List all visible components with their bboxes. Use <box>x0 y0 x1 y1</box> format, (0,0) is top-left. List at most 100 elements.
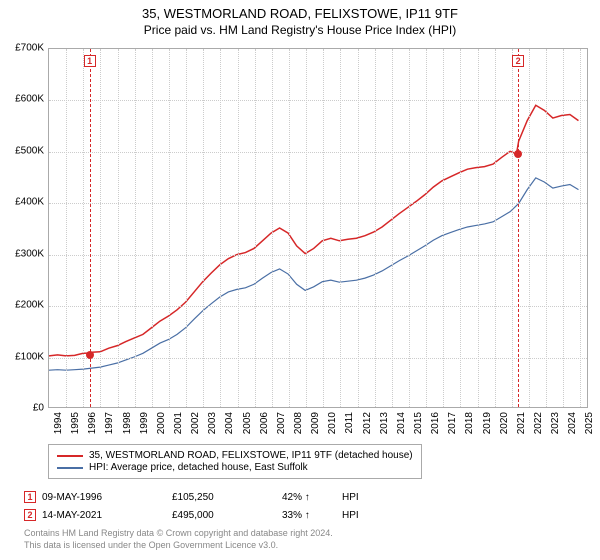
plot-area: 12 <box>48 48 588 408</box>
grid-line-v <box>409 49 410 407</box>
grid-line-v <box>152 49 153 407</box>
grid-line-h <box>49 306 587 307</box>
x-tick-label: 2024 <box>567 412 578 442</box>
x-tick-label: 2019 <box>482 412 493 442</box>
x-tick-label: 2000 <box>156 412 167 442</box>
transaction-pct: 42% ↑ <box>282 492 342 503</box>
grid-line-v <box>118 49 119 407</box>
x-tick-label: 2002 <box>190 412 201 442</box>
marker-box: 2 <box>512 55 524 67</box>
legend-label: 35, WESTMORLAND ROAD, FELIXSTOWE, IP11 9… <box>89 450 413 461</box>
y-tick-label: £700K <box>4 43 44 54</box>
grid-line-v <box>512 49 513 407</box>
transaction-price: £105,250 <box>172 492 282 503</box>
grid-line-v <box>340 49 341 407</box>
y-tick-label: £400K <box>4 197 44 208</box>
grid-line-v <box>323 49 324 407</box>
y-tick-label: £600K <box>4 94 44 105</box>
legend-swatch <box>57 455 83 457</box>
transaction-pct: 33% ↑ <box>282 510 342 521</box>
x-tick-label: 2006 <box>259 412 270 442</box>
x-tick-label: 1997 <box>104 412 115 442</box>
x-tick-label: 2011 <box>344 412 355 442</box>
series-line <box>49 105 578 356</box>
grid-line-v <box>426 49 427 407</box>
grid-line-v <box>289 49 290 407</box>
x-tick-label: 2012 <box>362 412 373 442</box>
grid-line-v <box>169 49 170 407</box>
grid-line-v <box>443 49 444 407</box>
x-tick-label: 2010 <box>327 412 338 442</box>
legend: 35, WESTMORLAND ROAD, FELIXSTOWE, IP11 9… <box>48 444 422 479</box>
transaction-suffix: HPI <box>342 510 402 521</box>
x-tick-label: 2009 <box>310 412 321 442</box>
grid-line-h <box>49 255 587 256</box>
transaction-date: 14-MAY-2021 <box>42 510 172 521</box>
x-tick-label: 2017 <box>447 412 458 442</box>
x-tick-label: 1994 <box>53 412 64 442</box>
grid-line-v <box>186 49 187 407</box>
x-tick-label: 2016 <box>430 412 441 442</box>
x-tick-label: 2015 <box>413 412 424 442</box>
grid-line-v <box>529 49 530 407</box>
x-tick-label: 2022 <box>533 412 544 442</box>
x-tick-label: 2004 <box>224 412 235 442</box>
chart-title-address: 35, WESTMORLAND ROAD, FELIXSTOWE, IP11 9… <box>0 6 600 21</box>
grid-line-v <box>238 49 239 407</box>
grid-line-h <box>49 100 587 101</box>
y-tick-label: £500K <box>4 145 44 156</box>
grid-line-v <box>375 49 376 407</box>
y-tick-label: £100K <box>4 351 44 362</box>
transaction-row: 1 09-MAY-1996 £105,250 42% ↑ HPI <box>24 488 402 506</box>
grid-line-v <box>546 49 547 407</box>
grid-line-v <box>580 49 581 407</box>
marker-box: 1 <box>84 55 96 67</box>
grid-line-v <box>100 49 101 407</box>
legend-item: 35, WESTMORLAND ROAD, FELIXSTOWE, IP11 9… <box>57 450 413 461</box>
x-tick-label: 2003 <box>207 412 218 442</box>
grid-line-v <box>495 49 496 407</box>
grid-line-v <box>392 49 393 407</box>
grid-line-v <box>203 49 204 407</box>
grid-line-v <box>478 49 479 407</box>
x-tick-label: 2001 <box>173 412 184 442</box>
x-tick-label: 1996 <box>87 412 98 442</box>
transaction-date: 09-MAY-1996 <box>42 492 172 503</box>
transaction-row: 2 14-MAY-2021 £495,000 33% ↑ HPI <box>24 506 402 524</box>
x-tick-label: 2014 <box>396 412 407 442</box>
y-tick-label: £300K <box>4 248 44 259</box>
footer-line: This data is licensed under the Open Gov… <box>24 540 333 552</box>
x-tick-label: 2013 <box>379 412 390 442</box>
grid-line-v <box>358 49 359 407</box>
transaction-table: 1 09-MAY-1996 £105,250 42% ↑ HPI 2 14-MA… <box>24 488 402 524</box>
chart-lines <box>49 49 587 407</box>
footer-attribution: Contains HM Land Registry data © Crown c… <box>24 528 333 551</box>
grid-line-h <box>49 358 587 359</box>
x-tick-label: 1995 <box>70 412 81 442</box>
marker-dot <box>514 150 522 158</box>
transaction-marker: 2 <box>24 509 36 521</box>
y-tick-label: £200K <box>4 300 44 311</box>
transaction-suffix: HPI <box>342 492 402 503</box>
grid-line-v <box>255 49 256 407</box>
x-tick-label: 2005 <box>242 412 253 442</box>
grid-line-v <box>272 49 273 407</box>
x-tick-label: 1998 <box>122 412 133 442</box>
x-tick-label: 2018 <box>464 412 475 442</box>
x-tick-label: 2008 <box>293 412 304 442</box>
x-tick-label: 2025 <box>584 412 595 442</box>
series-line <box>49 178 578 370</box>
legend-swatch <box>57 467 83 469</box>
x-tick-label: 2021 <box>516 412 527 442</box>
x-tick-label: 2020 <box>499 412 510 442</box>
marker-dot <box>86 351 94 359</box>
grid-line-v <box>563 49 564 407</box>
grid-line-v <box>66 49 67 407</box>
chart-title-block: 35, WESTMORLAND ROAD, FELIXSTOWE, IP11 9… <box>0 0 600 37</box>
grid-line-v <box>306 49 307 407</box>
x-tick-label: 2023 <box>550 412 561 442</box>
grid-line-v <box>83 49 84 407</box>
legend-item: HPI: Average price, detached house, East… <box>57 462 413 473</box>
grid-line-h <box>49 152 587 153</box>
price-hpi-chart: 35, WESTMORLAND ROAD, FELIXSTOWE, IP11 9… <box>0 0 600 560</box>
